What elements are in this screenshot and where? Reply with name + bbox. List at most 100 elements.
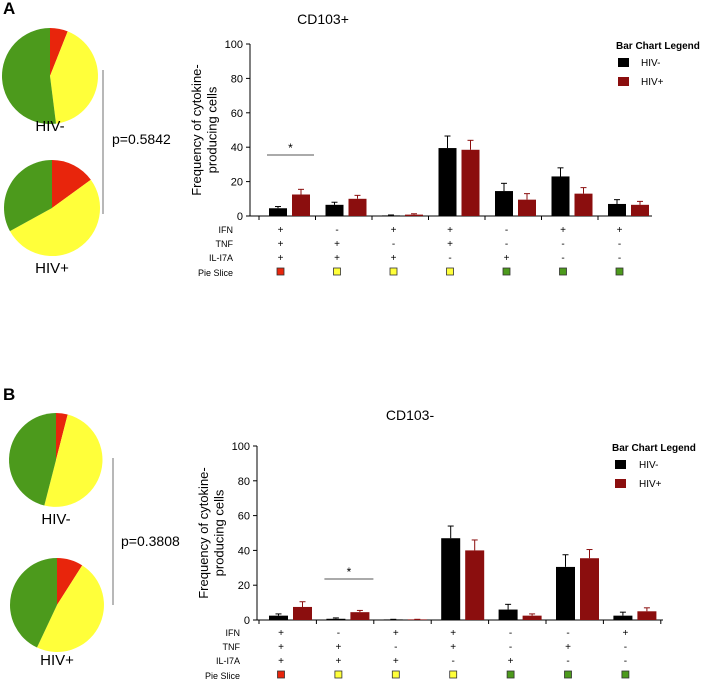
y-axis-label-line: producing cells [211,489,226,576]
significance-marker: * [347,565,352,579]
bar-hiv-pos [465,550,485,620]
combo-tnf: - [392,239,395,250]
combo-il17a: - [561,253,564,264]
combo-il17a: + [391,253,397,264]
chart-title: CD103+ [297,11,349,27]
bar-hiv-neg [551,176,570,216]
bar-hiv-neg [495,191,513,216]
panel-label: B [3,385,15,404]
pie-chart-hivneg: HIV- [9,413,103,528]
bar-hiv-neg [556,566,575,620]
combo-ifn: + [617,225,623,236]
p-value-label: p=0.5842 [112,131,171,147]
legend: Bar Chart Legend HIV- HIV+ [612,443,696,490]
pie-slice-swatch [277,670,285,679]
pie-chart-hivpos: HIV+ [4,160,101,277]
legend-swatch [618,58,629,67]
bar-hiv-pos [574,193,593,216]
pie-slice-red [56,413,68,460]
bar-hiv-neg [382,215,400,216]
combo-ifn: - [509,628,512,639]
pie-slice-red [52,160,91,208]
combo-ifn: + [393,628,399,639]
combo-ifn: - [566,628,569,639]
row-label: TNF [223,642,241,652]
y-axis-label-line: Frequency of cytokine- [196,467,211,599]
pie-label: HIV- [35,118,64,135]
pie-slice-swatch [276,267,285,276]
y-tick-label: 60 [231,108,243,120]
bar-hiv-pos [350,612,370,620]
pie-slice-red [57,558,83,605]
pie-slice-yellow [36,565,104,652]
row-label: IL-I7A [209,253,233,263]
legend-label: HIV+ [639,479,662,490]
y-tick-label: 0 [237,211,243,223]
bar-hiv-pos [461,149,480,216]
combo-tnf: + [335,642,341,653]
y-axis-label-line: producing cells [204,86,219,173]
row-label: IL-I7A [216,656,240,666]
combo-tnf: + [450,642,456,653]
combo-il17a: - [624,656,627,667]
pie-slice-swatch [446,267,454,276]
pie-slice-swatch [564,670,572,679]
bar-hiv-pos [292,194,310,216]
chart-title: CD103- [386,407,435,423]
pie-slice-green [4,160,53,232]
pie-slice-swatch [391,670,400,679]
bar-hiv-pos [637,611,657,620]
combo-ifn: + [450,628,456,639]
row-label: TNF [216,239,234,249]
bar-hiv-neg [438,148,457,216]
pie-slice-green [1,28,57,124]
bar-hiv-neg [613,615,633,620]
y-tick-label: 60 [238,511,250,523]
bar-hiv-neg [269,615,288,620]
combo-ifn: - [505,225,508,236]
pie-label: HIV- [41,511,70,528]
panel-b: B HIV- HIV+ p=0.3808 CD103- 0 20 40 60 80 100 Frequ… [3,385,696,681]
combo-ifn: + [278,225,284,236]
bar-hiv-pos [522,615,542,620]
significance-marker: * [288,141,293,155]
combo-il17a: + [334,253,340,264]
bar-hiv-neg [326,618,346,620]
combo-tnf: - [394,642,397,653]
bar-hiv-neg [325,204,344,216]
combo-tnf: + [334,239,340,250]
combo-ifn: + [447,225,453,236]
combo-il17a: + [393,656,399,667]
pie-slice-swatch [559,267,567,276]
legend-label: HIV+ [641,77,664,88]
y-tick-label: 40 [238,545,250,557]
pie-slice-swatch [506,670,515,679]
legend-swatch [615,460,626,469]
combo-tnf: - [618,239,621,250]
combo-tnf: - [505,239,508,250]
row-label: IFN [219,225,234,235]
y-tick-label: 0 [244,615,250,627]
legend-swatch [615,479,626,488]
bar-hiv-pos [631,204,649,216]
y-tick-label: 80 [238,476,250,488]
y-tick-label: 20 [238,580,250,592]
combo-ifn: + [278,628,284,639]
combo-tnf: + [565,642,571,653]
pie-slice-swatch [615,267,624,276]
combo-ifn: - [337,628,340,639]
pie-chart-hivpos: HIV+ [9,558,104,669]
pie-slice-yellow [50,31,98,124]
combo-il17a: + [508,656,514,667]
combo-il17a: + [335,656,341,667]
pie-slice-yellow [44,414,103,507]
combo-tnf: + [278,642,284,653]
combo-il17a: - [452,656,455,667]
legend-swatch [618,77,629,86]
pie-slice-swatch [449,670,458,679]
combo-tnf: - [509,642,512,653]
pie-slice-swatch [333,267,341,276]
combo-il17a: + [504,253,510,264]
legend-label: HIV- [641,58,660,69]
